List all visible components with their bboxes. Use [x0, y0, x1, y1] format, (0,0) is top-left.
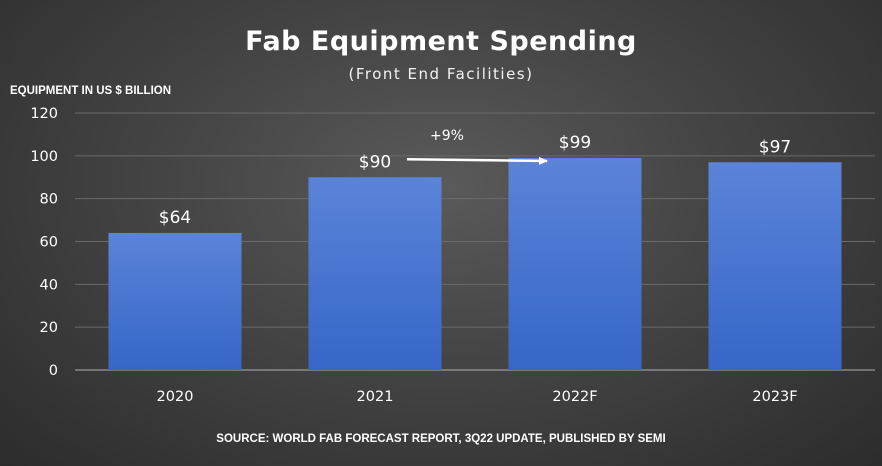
- chart-subtitle: (Front End Facilities): [348, 65, 534, 83]
- data-label-2020: $64: [159, 208, 191, 228]
- x-tick-label-2021: 2021: [357, 389, 394, 405]
- x-tick-label-2023F: 2023F: [752, 389, 797, 405]
- bar-2021: [308, 177, 442, 370]
- growth-annotation: +9%: [430, 128, 464, 144]
- y-tick-label: 120: [30, 106, 58, 122]
- source-note: SOURCE: WORLD FAB FORECAST REPORT, 3Q22 …: [216, 433, 666, 445]
- y-tick-label: 80: [40, 192, 58, 208]
- data-label-2023F: $97: [759, 137, 791, 157]
- y-axis-label: EQUIPMENT IN US $ BILLION: [10, 85, 172, 97]
- annotations: +9%: [406, 128, 548, 165]
- x-tick-label-2020: 2020: [157, 389, 194, 405]
- labels: 0 20 40 60 80 100 120 $64 2020 $90 2021 $99 2022F $97…: [30, 106, 797, 405]
- y-tick-label: 20: [40, 320, 58, 336]
- y-tick-label: 100: [30, 149, 58, 165]
- bars: [108, 157, 842, 370]
- bar-2023F: [708, 162, 842, 370]
- y-tick-label: 60: [40, 235, 58, 251]
- bar-2020: [108, 232, 242, 370]
- growth-arrow: [406, 156, 548, 165]
- x-tick-label-2022F: 2022F: [552, 389, 597, 405]
- y-tick-label: 0: [49, 363, 58, 379]
- data-label-2022F: $99: [559, 133, 591, 153]
- y-tick-label: 40: [40, 277, 58, 293]
- bar-2022F: [508, 157, 642, 370]
- data-label-2021: $90: [359, 152, 391, 172]
- chart-title: Fab Equipment Spending: [245, 26, 637, 57]
